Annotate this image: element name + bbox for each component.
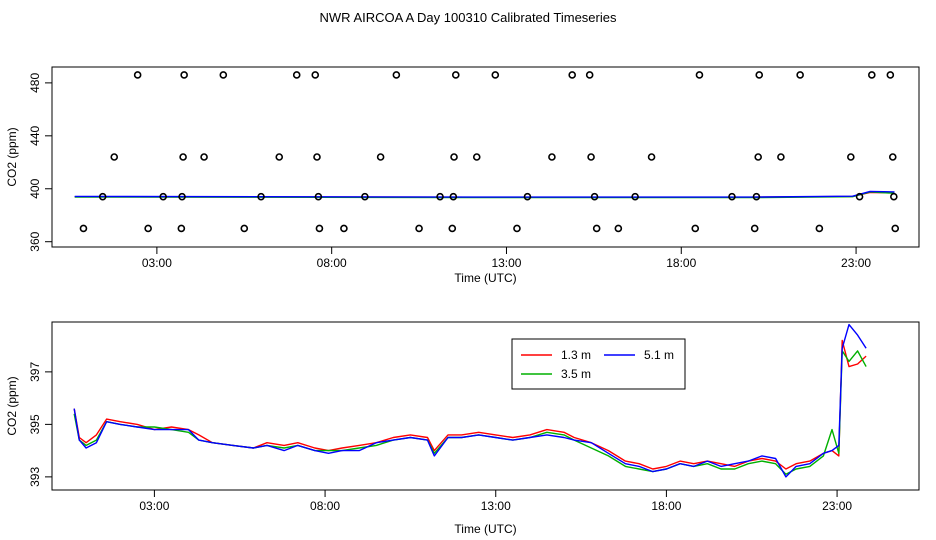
calibration-point (647, 153, 656, 161)
calibration-point (376, 153, 385, 161)
calibration-point (314, 192, 323, 201)
x-tick-label: 08:00 (310, 499, 340, 513)
calibration-point (311, 71, 320, 79)
calibration-point (315, 224, 324, 233)
x-tick-label: 23:00 (841, 256, 871, 270)
calibration-point (631, 192, 639, 201)
calibration-point (133, 71, 142, 79)
calibration-point (472, 153, 481, 161)
legend-box (511, 338, 686, 390)
calibration-point (448, 224, 457, 233)
x-tick-label: 08:00 (317, 256, 347, 270)
calibration-point (491, 71, 500, 79)
x-tick-label: 13:00 (481, 499, 511, 513)
y-tick-label: 360 (28, 231, 42, 251)
y-tick-label: 395 (28, 414, 42, 434)
calibration-point (240, 224, 249, 233)
legend-label: 1.3 m (561, 348, 591, 362)
calibration-point (449, 192, 458, 201)
calibration-point (888, 153, 897, 161)
x-tick-label: 13:00 (491, 256, 521, 270)
calibration-point (177, 224, 186, 233)
calibration-point (891, 224, 900, 233)
calibration-point (614, 224, 623, 233)
x-tick-label: 03:00 (139, 499, 169, 513)
calibration-point (340, 224, 348, 233)
legend-label: 5.1 m (644, 348, 674, 362)
calibration-point (868, 71, 876, 79)
calibration-point (855, 192, 864, 201)
calibration-point (755, 71, 764, 79)
calibration-point (695, 71, 704, 79)
y-tick-label: 397 (28, 362, 42, 382)
calibration-point (275, 153, 284, 161)
bottom-panel: 03:00 08:00 13:00 18:00 23:00 393 395 397 Time (… (5, 321, 920, 536)
calibration-point (98, 192, 107, 201)
calibration-point (587, 153, 595, 161)
y-tick-label: 393 (28, 467, 42, 487)
top-panel: 03:00 08:00 13:00 18:00 23:00 360 400 440 480 Tim… (5, 66, 920, 285)
calibration-point (178, 192, 186, 201)
calibration-point (548, 153, 556, 161)
x-tick-label: 23:00 (822, 499, 852, 513)
x-tick-label: 18:00 (651, 499, 681, 513)
calibration-point (451, 71, 460, 79)
calibration-point (200, 153, 208, 161)
y-axis-title: CO2 (ppm) (5, 127, 19, 186)
x-tick-label: 18:00 (666, 256, 696, 270)
calibration-point (568, 71, 577, 79)
calibration-point (886, 71, 895, 79)
calibration-point (219, 71, 228, 79)
plot-frame (51, 66, 920, 248)
calibration-point (796, 71, 804, 79)
calibration-point (436, 192, 444, 201)
calibration-point (815, 224, 824, 233)
calibration-point (691, 224, 700, 233)
calibration-point (292, 71, 301, 79)
series-line-1-3-m (73, 339, 867, 470)
y-tick-label: 400 (28, 178, 42, 198)
calibration-point (777, 153, 785, 161)
calibration-point (180, 71, 188, 79)
calibration-point (890, 192, 898, 201)
y-axis-title: CO2 (ppm) (5, 376, 19, 435)
y-tick-label: 440 (28, 125, 42, 145)
calibration-point (592, 224, 601, 233)
calibration-point (79, 224, 88, 233)
x-tick-label: 03:00 (142, 256, 172, 270)
x-axis-title: Time (UTC) (454, 522, 516, 536)
chart-title: NWR AIRCOA A Day 100310 Calibrated Times… (320, 10, 617, 25)
series-line-5-1-m (73, 323, 867, 478)
series-line-2 (74, 190, 895, 198)
calibration-point (450, 153, 458, 161)
calibration-point (728, 192, 736, 201)
legend-label: 3.5 m (561, 367, 591, 381)
calibration-point (590, 192, 599, 201)
calibration-point (179, 153, 187, 161)
legend: 1.3 m 3.5 m 5.1 m (511, 338, 686, 390)
calibration-point (110, 153, 119, 161)
x-axis-title: Time (UTC) (454, 271, 516, 285)
series-line-3-5-m (73, 350, 867, 475)
calibration-point (144, 224, 152, 233)
plot-frame (51, 321, 920, 491)
calibration-point (750, 224, 759, 233)
calibration-point (752, 192, 761, 201)
calibration-point (847, 153, 855, 161)
calibration-point (361, 192, 369, 201)
calibration-point (415, 224, 423, 233)
calibration-point (513, 224, 521, 233)
calibration-point (585, 71, 594, 79)
calibration-point (754, 153, 762, 161)
calibration-point (392, 71, 401, 79)
y-tick-label: 480 (28, 73, 42, 93)
calibration-point (523, 192, 532, 201)
calibration-point (257, 192, 265, 201)
calibration-point (159, 192, 167, 201)
calibration-point (313, 153, 321, 161)
